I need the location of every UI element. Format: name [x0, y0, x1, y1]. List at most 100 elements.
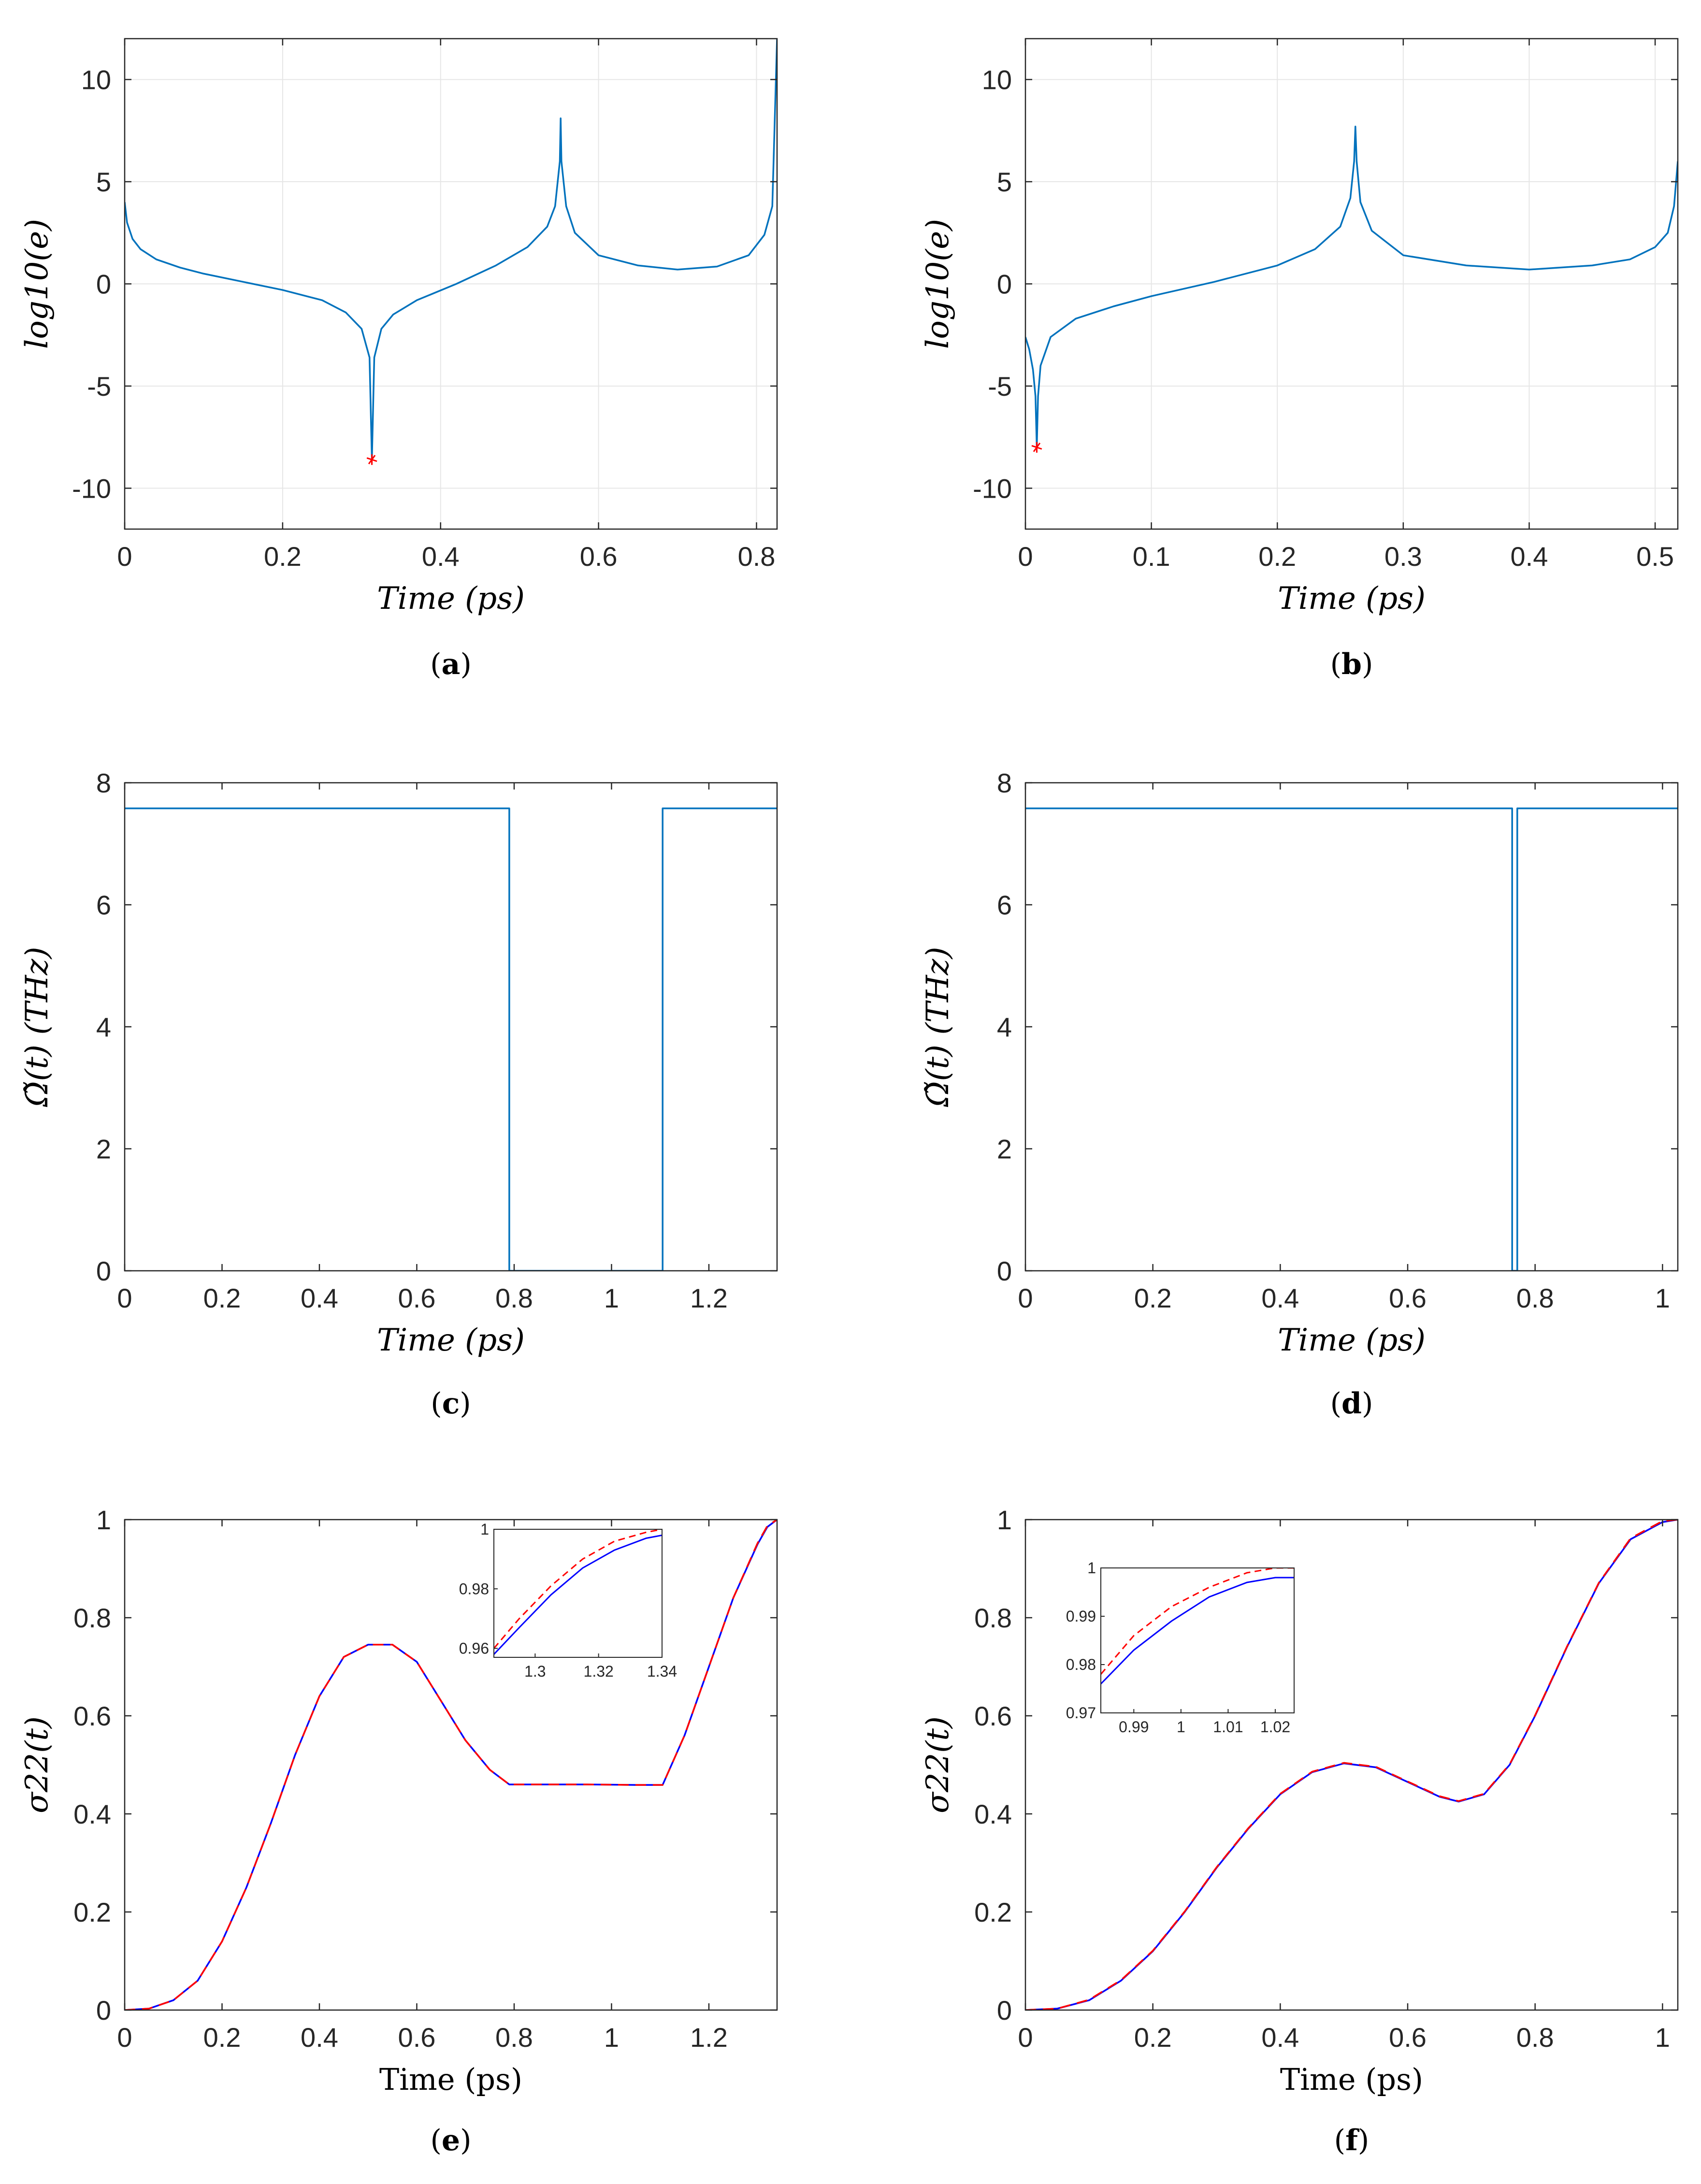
plot-area [125, 1520, 777, 2010]
panel-a: 0 0.2 0.4 0.6 0.8 -10 -5 0 5 10 Time (ps) log10(e) (… [19, 38, 778, 681]
inset-y-tick-label: 0.99 [1066, 1608, 1096, 1625]
x-tick-label: 0.4 [301, 2022, 338, 2053]
series-line-log10-error [1025, 126, 1678, 448]
x-tick-label: 1 [1655, 2022, 1670, 2053]
x-tick-label: 1.2 [690, 1283, 728, 1313]
inset-x-tick-label: 1 [1177, 1718, 1185, 1736]
x-tick-label: 0 [117, 2022, 132, 2053]
panel-caption-letter: e [442, 2124, 460, 2157]
inset-y-tick-label: 1 [480, 1521, 489, 1538]
x-tick-label: 0.6 [398, 1283, 436, 1313]
inset-x-tick-label: 1.34 [647, 1663, 677, 1680]
y-tick-label: 0.4 [974, 1799, 1012, 1829]
y-tick-label: 8 [997, 768, 1012, 798]
x-axis-label: Time (ps) [1280, 2062, 1423, 2097]
panel-d: 0 0.2 0.4 0.6 0.8 1 0 2 4 6 8 Time (ps) Ω̃(t) (THz) (… [920, 768, 1679, 1421]
y-tick-label: 5 [96, 167, 111, 197]
y-axis-label: log10(e) [19, 219, 55, 349]
panel-b: 0 0.1 0.2 0.3 0.4 0.5 -10 -5 0 5 10 Time (ps) log10(… [920, 38, 1679, 681]
inset-y-tick-label: 0.98 [1066, 1656, 1096, 1673]
y-tick-label: 0 [997, 269, 1012, 300]
x-tick-label: 0.1 [1133, 541, 1170, 572]
minimum-marker [1031, 442, 1042, 453]
y-tick-label: 0 [997, 1256, 1012, 1286]
series-line-Omega [125, 807, 777, 1271]
x-tick-label: 0.2 [264, 541, 302, 572]
x-axis-label: Time (ps) [1278, 1322, 1426, 1358]
y-tick-label: 6 [997, 890, 1012, 920]
y-tick-label: 0 [96, 1256, 111, 1286]
x-tick-label: 0.2 [1258, 541, 1296, 572]
y-tick-label: 5 [997, 167, 1012, 197]
x-tick-label: 0.8 [495, 1283, 533, 1313]
inset-y-tick-label: 0.96 [459, 1640, 489, 1657]
y-tick-label: 0 [96, 1995, 111, 2026]
y-tick-label: 0.4 [73, 1799, 111, 1829]
inset-series-line-sigma22-reference [494, 1529, 662, 1649]
series-line-sigma22-reference [1025, 1520, 1678, 2010]
panel-f: 0 0.2 0.4 0.6 0.8 1 0 0.2 0.4 0.6 0.8 1 Time (ps) σ22… [920, 1505, 1679, 2157]
x-tick-label: 0.4 [301, 1283, 338, 1313]
x-tick-label: 0.4 [1261, 2022, 1299, 2053]
y-tick-label: 1 [96, 1505, 111, 1535]
inset-area [1101, 1568, 1294, 1713]
series-line-sigma22-reference [125, 1520, 777, 2010]
inset-y-tick-label: 0.98 [459, 1580, 489, 1597]
inset-x-tick-label: 1.02 [1260, 1718, 1290, 1736]
axes-frame [124, 1519, 778, 2011]
inset-series-line-sigma22 [1101, 1577, 1294, 1685]
x-tick-label: 0.6 [1389, 1283, 1427, 1313]
x-tick-label: 0.6 [580, 541, 618, 572]
y-tick-label: -5 [87, 371, 111, 402]
x-tick-label: 0.4 [1511, 541, 1548, 572]
inset-f: 0.99 1 1.01 1.02 0.97 0.98 0.99 1 [1066, 1559, 1295, 1736]
x-tick-label: 0 [1018, 2022, 1033, 2053]
y-tick-label: 1 [997, 1505, 1012, 1535]
panel-caption: (d) [1330, 1387, 1373, 1421]
inset-e: 1.3 1.32 1.34 0.96 0.98 1 [459, 1521, 677, 1680]
x-tick-label: 0 [1018, 541, 1033, 572]
x-tick-label: 1 [1655, 1283, 1670, 1313]
y-tick-label: 2 [96, 1134, 111, 1164]
y-tick-label: 8 [96, 768, 111, 798]
y-tick-label: -10 [72, 473, 111, 503]
minimum-marker [366, 454, 377, 465]
plot-area [125, 783, 777, 1271]
y-tick-label: 0.8 [73, 1603, 111, 1633]
panel-caption: (a) [430, 647, 472, 681]
panel-e: 0 0.2 0.4 0.6 0.8 1 1.2 0 0.2 0.4 0.6 0.8 1 Time (ps)… [19, 1505, 778, 2157]
panel-caption-letter: b [1341, 647, 1362, 681]
y-tick-label: 0.2 [974, 1897, 1012, 1927]
x-tick-label: 0.8 [495, 2022, 533, 2053]
y-tick-label: -5 [988, 371, 1012, 402]
panel-caption-letter: f [1345, 2124, 1360, 2157]
series-line-log10-error [125, 39, 777, 460]
y-tick-label: 0.6 [73, 1701, 111, 1731]
panel-c: 0 0.2 0.4 0.6 0.8 1 1.2 0 2 4 6 8 Time (ps) Ω̃(t) (TH… [19, 768, 778, 1421]
inset-frame [493, 1529, 663, 1658]
inset-series-line-sigma22 [494, 1534, 662, 1655]
x-tick-label: 1.2 [690, 2022, 728, 2053]
x-tick-label: 0.3 [1384, 541, 1422, 572]
x-tick-label: 0.2 [203, 1283, 241, 1313]
y-axis-label: σ22(t) [920, 1716, 956, 1813]
y-axis-label: log10(e) [920, 219, 956, 349]
x-tick-label: 0.2 [1134, 2022, 1172, 2053]
axes-frame [1024, 1519, 1679, 2011]
x-tick-label: 0.6 [1389, 2022, 1427, 2053]
y-tick-label: 0 [997, 1995, 1012, 2026]
y-tick-label: 0 [96, 269, 111, 300]
y-tick-label: 0.2 [73, 1897, 111, 1927]
x-tick-label: 0 [117, 541, 132, 572]
y-tick-label: 10 [982, 65, 1012, 95]
y-tick-label: 0.8 [974, 1603, 1012, 1633]
inset-area [494, 1529, 662, 1657]
y-axis-label: σ22(t) [19, 1716, 55, 1813]
x-tick-label: 0.8 [1516, 2022, 1554, 2053]
x-axis-label: Time (ps) [377, 581, 525, 617]
panel-caption: (b) [1330, 647, 1373, 681]
x-tick-label: 0.4 [1261, 1283, 1299, 1313]
y-tick-label: 4 [96, 1012, 111, 1042]
plot-area [1025, 783, 1678, 1271]
panel-caption-letter: d [1341, 1387, 1362, 1421]
